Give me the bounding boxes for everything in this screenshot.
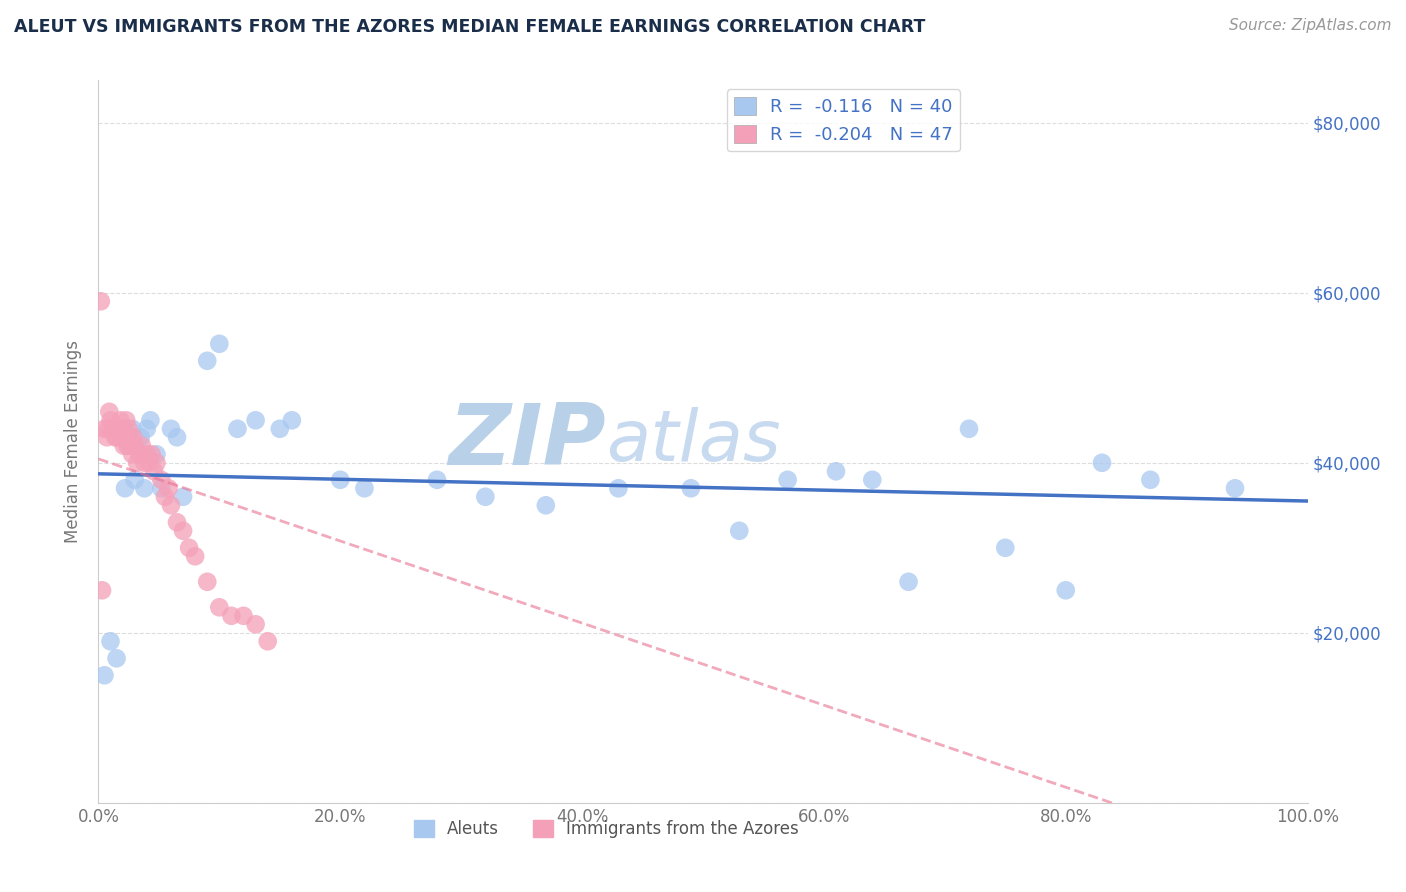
Point <box>728 524 751 538</box>
Point <box>172 524 194 538</box>
Point <box>143 464 166 478</box>
Point <box>122 430 145 444</box>
Point <box>120 439 142 453</box>
Point <box>1223 481 1246 495</box>
Point <box>179 541 201 555</box>
Point <box>97 422 120 436</box>
Point <box>118 439 141 453</box>
Point <box>153 490 176 504</box>
Point <box>134 481 156 495</box>
Point <box>172 490 194 504</box>
Point <box>124 439 146 453</box>
Point <box>160 422 183 436</box>
Point <box>135 422 157 436</box>
Point <box>208 336 231 351</box>
Point <box>135 447 157 461</box>
Point <box>91 583 114 598</box>
Point <box>329 473 352 487</box>
Point <box>208 600 231 615</box>
Point <box>245 617 267 632</box>
Point <box>1139 473 1161 487</box>
Point <box>232 608 254 623</box>
Point <box>150 473 173 487</box>
Point <box>195 353 218 368</box>
Point <box>114 481 136 495</box>
Point <box>269 422 291 436</box>
Point <box>129 430 152 444</box>
Point <box>131 439 153 453</box>
Point <box>166 430 188 444</box>
Point <box>93 422 115 436</box>
Point <box>353 481 375 495</box>
Point <box>100 634 122 648</box>
Point <box>105 651 128 665</box>
Point <box>679 481 702 495</box>
Point <box>141 447 163 461</box>
Text: ZIP: ZIP <box>449 400 606 483</box>
Point <box>108 413 131 427</box>
Point <box>281 413 304 427</box>
Point <box>226 422 249 436</box>
Point <box>1091 456 1114 470</box>
Point <box>98 405 121 419</box>
Point <box>138 456 160 470</box>
Point <box>150 481 173 495</box>
Point <box>93 668 115 682</box>
Point <box>104 430 127 444</box>
Point <box>128 447 150 461</box>
Point <box>474 490 496 504</box>
Point <box>124 473 146 487</box>
Point <box>825 464 848 478</box>
Point <box>426 473 449 487</box>
Point <box>111 422 134 436</box>
Point <box>118 422 141 436</box>
Y-axis label: Median Female Earnings: Median Female Earnings <box>65 340 83 543</box>
Point <box>117 439 139 453</box>
Legend: Aleuts, Immigrants from the Azores: Aleuts, Immigrants from the Azores <box>408 814 806 845</box>
Text: atlas: atlas <box>606 407 780 476</box>
Point <box>245 413 267 427</box>
Point <box>145 447 167 461</box>
Point <box>776 473 799 487</box>
Point <box>607 481 630 495</box>
Point <box>860 473 883 487</box>
Point <box>112 439 135 453</box>
Point <box>90 294 112 309</box>
Point <box>121 422 143 436</box>
Point <box>118 430 141 444</box>
Point <box>108 422 131 436</box>
Point <box>994 541 1017 555</box>
Point <box>145 456 167 470</box>
Point <box>139 413 162 427</box>
Point <box>101 422 124 436</box>
Point <box>127 456 149 470</box>
Point <box>100 413 122 427</box>
Point <box>115 413 138 427</box>
Text: Source: ZipAtlas.com: Source: ZipAtlas.com <box>1229 18 1392 33</box>
Point <box>157 481 180 495</box>
Point <box>166 516 188 530</box>
Point <box>105 430 128 444</box>
Point <box>96 430 118 444</box>
Point <box>110 430 132 444</box>
Point <box>897 574 920 589</box>
Point <box>1054 583 1077 598</box>
Point <box>195 574 218 589</box>
Point <box>957 422 980 436</box>
Point <box>160 498 183 512</box>
Point <box>534 498 557 512</box>
Point <box>134 456 156 470</box>
Point <box>256 634 278 648</box>
Point <box>184 549 207 564</box>
Point <box>121 447 143 461</box>
Point <box>221 608 243 623</box>
Text: ALEUT VS IMMIGRANTS FROM THE AZORES MEDIAN FEMALE EARNINGS CORRELATION CHART: ALEUT VS IMMIGRANTS FROM THE AZORES MEDI… <box>14 18 925 36</box>
Point <box>114 430 136 444</box>
